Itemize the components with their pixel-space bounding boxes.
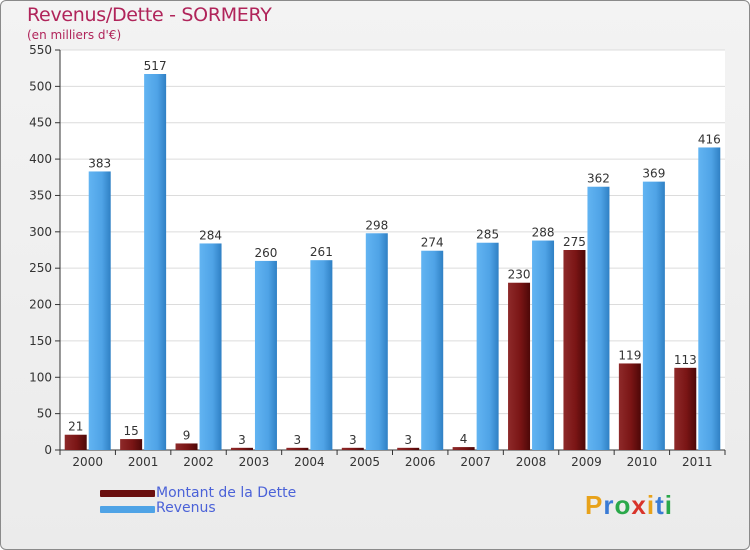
- bar-debt-2011: [674, 367, 697, 450]
- data-label-revenus-2004: 261: [310, 245, 333, 259]
- data-label-revenus-2002: 284: [199, 228, 222, 242]
- y-tick-label: 300: [29, 225, 52, 239]
- data-label-debt-2000: 21: [68, 420, 83, 434]
- logo-letter: P: [585, 490, 604, 520]
- bar-revenus-2009: [587, 186, 610, 450]
- y-tick-label: 550: [29, 43, 52, 57]
- bar-debt-2008: [508, 282, 531, 450]
- data-label-revenus-2003: 260: [255, 246, 278, 260]
- x-tick-label: 2003: [239, 455, 270, 469]
- bar-revenus-2010: [642, 181, 665, 451]
- data-label-revenus-2009: 362: [587, 172, 610, 186]
- legend-swatch-revenus: [100, 506, 155, 513]
- data-label-debt-2008: 230: [508, 268, 531, 282]
- data-label-debt-2006: 3: [404, 433, 412, 447]
- bar-revenus-2004: [310, 260, 333, 450]
- x-tick-label: 2008: [516, 455, 547, 469]
- data-label-revenus-2000: 383: [88, 156, 111, 170]
- bar-revenus-2000: [88, 171, 111, 451]
- data-label-debt-2011: 113: [674, 353, 697, 367]
- proxiti-logo: Proxiti: [585, 490, 673, 521]
- x-tick-label: 2000: [72, 455, 103, 469]
- bar-revenus-2003: [254, 260, 277, 450]
- bar-debt-2009: [563, 250, 586, 450]
- y-tick-label: 50: [37, 407, 52, 421]
- x-tick-label: 2010: [627, 455, 658, 469]
- y-tick-label: 250: [29, 261, 52, 275]
- bar-debt-2007: [452, 447, 475, 450]
- bar-debt-2001: [120, 439, 143, 450]
- legend-label-debt: Montant de la Dette: [156, 485, 297, 501]
- x-tick-label: 2006: [405, 455, 436, 469]
- legend-swatch-debt: [100, 490, 155, 497]
- x-tick-label: 2011: [682, 455, 713, 469]
- data-label-debt-2004: 3: [294, 433, 302, 447]
- data-label-revenus-2011: 416: [698, 132, 721, 146]
- y-tick-label: 400: [29, 152, 52, 166]
- bar-debt-2004: [286, 447, 309, 450]
- y-tick-label: 100: [29, 370, 52, 384]
- bar-revenus-2002: [199, 243, 222, 450]
- logo-letter: r: [603, 490, 615, 520]
- logo-letter: t: [655, 490, 665, 520]
- x-tick-label: 2005: [350, 455, 381, 469]
- data-label-revenus-2007: 285: [476, 228, 499, 242]
- logo-letter: i: [646, 490, 656, 520]
- y-tick-label: 150: [29, 334, 52, 348]
- y-tick-label: 450: [29, 116, 52, 130]
- y-tick-label: 350: [29, 188, 52, 202]
- bar-revenus-2001: [144, 74, 167, 450]
- data-label-debt-2005: 3: [349, 433, 357, 447]
- x-tick-label: 2004: [294, 455, 325, 469]
- y-tick-label: 0: [44, 443, 52, 457]
- chart-title: Revenus/Dette - SORMERY: [27, 4, 272, 26]
- bar-debt-2000: [64, 434, 87, 450]
- data-label-debt-2009: 275: [563, 235, 586, 249]
- data-label-revenus-2005: 298: [365, 218, 388, 232]
- data-label-debt-2002: 9: [183, 428, 191, 442]
- plot-area: [60, 50, 725, 450]
- data-label-revenus-2010: 369: [642, 167, 665, 181]
- bar-revenus-2008: [532, 240, 555, 450]
- x-tick-label: 2002: [183, 455, 214, 469]
- data-label-revenus-2001: 517: [144, 59, 167, 73]
- bar-debt-2003: [230, 447, 253, 450]
- y-tick-label: 200: [29, 298, 52, 312]
- data-label-debt-2001: 15: [123, 424, 138, 438]
- logo-letter: i: [664, 490, 673, 520]
- bar-revenus-2007: [476, 242, 499, 450]
- data-label-debt-2003: 3: [238, 433, 246, 447]
- logo-letter: x: [631, 490, 647, 520]
- bar-revenus-2006: [421, 250, 444, 450]
- data-label-revenus-2008: 288: [532, 226, 555, 240]
- bar-revenus-2005: [365, 233, 388, 450]
- y-tick-label: 500: [29, 79, 52, 93]
- legend-label-revenus: Revenus: [156, 500, 216, 516]
- data-label-debt-2010: 119: [618, 348, 641, 362]
- data-label-revenus-2006: 274: [421, 236, 444, 250]
- bar-debt-2002: [175, 443, 198, 450]
- bar-revenus-2011: [698, 147, 721, 451]
- data-label-debt-2007: 4: [460, 432, 468, 446]
- chart-subtitle: (en milliers d'€): [27, 28, 122, 42]
- bar-debt-2006: [397, 447, 420, 450]
- x-tick-label: 2001: [128, 455, 159, 469]
- logo-letter: o: [614, 490, 632, 520]
- x-tick-label: 2009: [571, 455, 602, 469]
- bar-debt-2010: [618, 363, 641, 450]
- x-tick-label: 2007: [460, 455, 491, 469]
- bar-debt-2005: [341, 447, 364, 450]
